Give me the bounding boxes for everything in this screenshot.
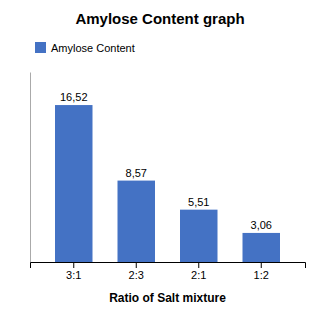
data-label: 5,51 [188,196,209,208]
bar [243,233,281,262]
x-tick: 1:2 [254,262,269,281]
data-label: 16,52 [60,91,88,103]
x-tick-mark [261,262,262,268]
data-labels: 16,52 8,57 5,51 3,06 [60,91,272,231]
data-label: 8,57 [126,167,147,179]
x-tick-label: 3:1 [66,269,81,281]
x-axis-line [31,263,306,269]
bars [55,105,280,262]
legend-swatch [35,42,46,53]
x-tick-mark [73,262,74,268]
x-tick: 3:1 [66,262,81,281]
x-tick: 2:3 [129,262,144,281]
legend: Amylose Content [35,42,135,54]
x-tick-mark [198,262,199,268]
title: Amylose Content graph [75,10,244,27]
y-axis-line [30,73,31,263]
x-tick-label: 2:1 [191,269,206,281]
x-tick-mark [136,262,137,268]
legend-label: Amylose Content [51,42,135,54]
y-axis [30,73,31,263]
x-tick-label: 2:3 [129,269,144,281]
bar [118,181,156,262]
legend-item: Amylose Content [35,42,135,54]
x-tick-label: 1:2 [254,269,269,281]
chart: Amylose Content graph 16,52 8,57 5,51 3,06 3:… [0,0,320,320]
plot: 16,52 8,57 5,51 3,06 3:1 2:3 2:1 1:2 [31,73,306,281]
x-axis-title: Ratio of Salt mixture [109,291,226,305]
bar [180,210,218,262]
x-tick: 2:1 [191,262,206,281]
x-axis: 3:1 2:3 2:1 1:2 [31,262,306,281]
bar [55,105,93,262]
data-label: 3,06 [251,219,272,231]
